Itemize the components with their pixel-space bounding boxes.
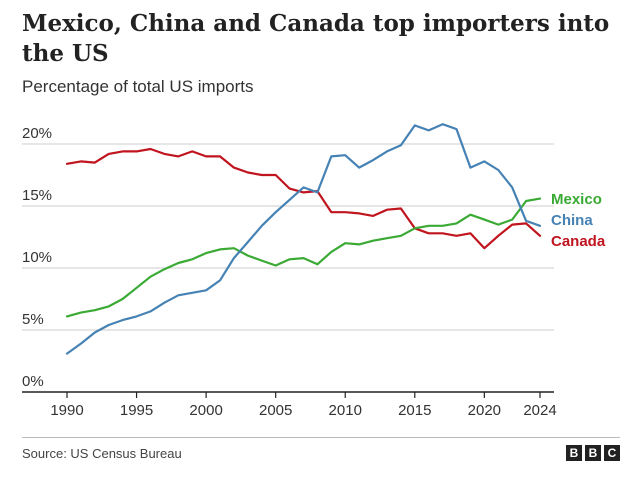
grid-lines <box>22 143 554 331</box>
series-label-canada: Canada <box>551 233 606 250</box>
bbc-logo-letter-c: C <box>604 445 620 461</box>
x-tick-label-2010: 2010 <box>329 402 362 419</box>
series-line-mexico <box>65 197 542 318</box>
x-tick-label-2000: 2000 <box>189 402 222 419</box>
source-note: Source: US Census Bureau <box>22 446 182 461</box>
chart-title: Mexico, China and Canada top importers i… <box>22 10 610 67</box>
x-tick-label-2015: 2015 <box>398 402 431 419</box>
x-tick-label-1995: 1995 <box>120 402 153 419</box>
bbc-logo-letter-b2: B <box>585 445 601 461</box>
y-tick-label-15: 15% <box>22 187 52 204</box>
x-tick-label-2005: 2005 <box>259 402 292 419</box>
series-lines <box>65 123 542 355</box>
bbc-logo: B B C <box>566 445 620 461</box>
y-tick-label-5: 5% <box>22 311 44 328</box>
chart-subtitle: Percentage of total US imports <box>22 77 254 96</box>
y-tick-label-0: 0% <box>22 373 44 390</box>
line-chart: 0% 5% 10% 15% 20% 1990 1995 2000 2005 2010 2015 20… <box>22 123 606 419</box>
series-line-canada <box>65 147 542 250</box>
y-tick-labels: 0% 5% 10% 15% 20% <box>22 125 52 390</box>
bbc-logo-letter-b1: B <box>566 445 582 461</box>
series-label-mexico: Mexico <box>551 191 602 208</box>
series-labels: Mexico China Canada <box>551 191 606 250</box>
x-tick-label-2020: 2020 <box>468 402 501 419</box>
x-tick-label-2024: 2024 <box>523 402 556 419</box>
footer-divider <box>22 437 620 438</box>
x-tick-label-1990: 1990 <box>50 402 83 419</box>
y-tick-label-10: 10% <box>22 249 52 266</box>
series-label-china: China <box>551 212 593 229</box>
series-line-china <box>65 123 542 355</box>
y-tick-label-20: 20% <box>22 125 52 142</box>
x-axis: 1990 1995 2000 2005 2010 2015 2020 2024 <box>22 391 557 419</box>
